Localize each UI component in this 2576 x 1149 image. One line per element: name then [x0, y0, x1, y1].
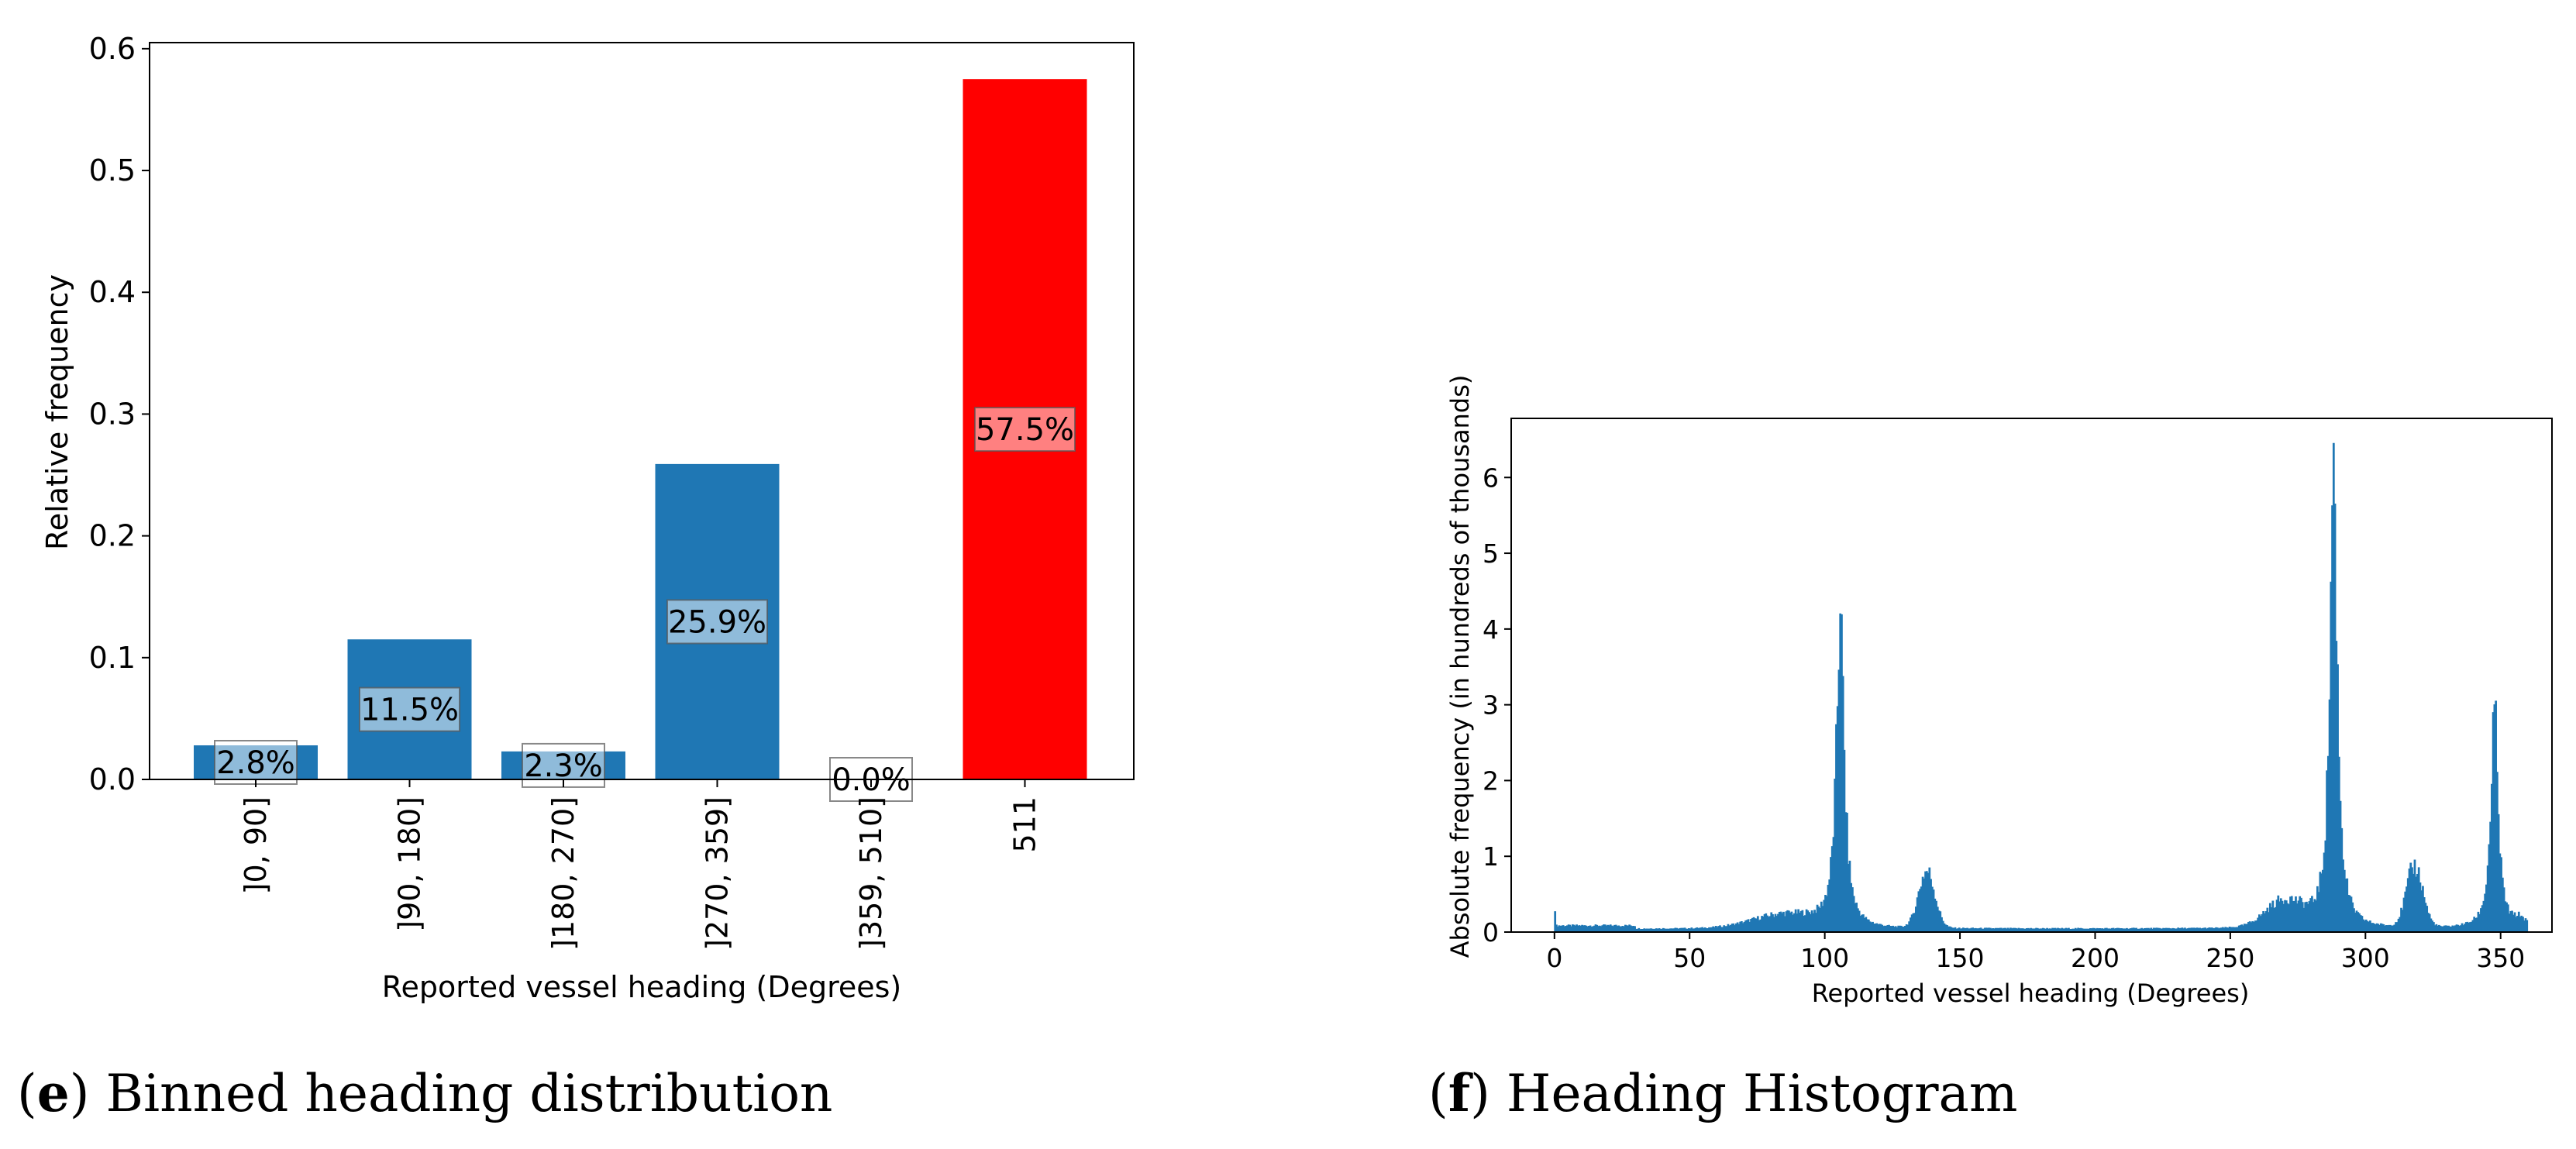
x-tick-label: 50 — [1673, 943, 1706, 973]
data-label: 57.5% — [976, 412, 1074, 448]
heading-histogram-chart: 0 1 2 3 4 5 6 0 50 100 150 200 250 300 350 Reported v… — [1445, 375, 2553, 1008]
caption-letter: f — [1448, 1063, 1473, 1123]
y-tick-label: 0.5 — [89, 153, 136, 187]
svg-text:(e) Binned heading distributio: (e) Binned heading distribution — [17, 1063, 832, 1123]
y-tick-label: 1 — [1483, 841, 1499, 872]
data-label: 2.3% — [524, 748, 603, 784]
x-tick-label: 511 — [1008, 796, 1042, 853]
y-tick-label: 0 — [1483, 917, 1499, 948]
y-tick-label: 2 — [1483, 765, 1499, 796]
x-axis-label: Reported vessel heading (Degrees) — [382, 970, 902, 1004]
x-axis-label: Reported vessel heading (Degrees) — [1812, 979, 2250, 1008]
y-tick-label: 0.1 — [89, 641, 136, 675]
y-tick-label: 6 — [1483, 463, 1499, 493]
x-tick-label: 100 — [1800, 943, 1849, 973]
caption-text: Heading Histogram — [1507, 1064, 2018, 1123]
plot-frame — [1510, 418, 2553, 933]
y-tick-label: 5 — [1483, 538, 1499, 569]
x-tick-label: ]180, 270] — [546, 796, 580, 951]
x-tick-label: 0 — [1546, 943, 1562, 973]
x-tick-label: ]90, 180] — [393, 796, 427, 932]
data-label: 2.8% — [216, 745, 295, 781]
x-tick-label: 250 — [2206, 943, 2254, 973]
plot-frame — [149, 42, 1135, 780]
data-label-box — [359, 686, 460, 732]
data-label: 25.9% — [668, 604, 766, 640]
y-tick-label: 0.6 — [89, 32, 136, 66]
caption-f: (f) Heading Histogram — [1428, 1063, 2017, 1123]
y-tick-label: 0.3 — [89, 397, 136, 431]
data-label-box — [666, 599, 768, 645]
caption-e: (e) Binned heading distribution — [17, 1063, 832, 1123]
x-tick-label: 200 — [2071, 943, 2120, 973]
data-label: 11.5% — [360, 693, 459, 728]
x-tick-label: 150 — [1936, 943, 1985, 973]
y-axis-label: Relative frequency — [40, 274, 74, 550]
y-tick-label: 0.0 — [89, 762, 136, 796]
svg-text:(f) Heading Histogram: (f) Heading Histogram — [1428, 1063, 2017, 1123]
histogram-bars — [1554, 442, 2529, 933]
y-tick-label: 0.2 — [89, 519, 136, 553]
y-tick-label: 4 — [1483, 614, 1499, 645]
y-tick-label: 3 — [1483, 690, 1499, 721]
x-tick-label: 350 — [2476, 943, 2525, 973]
x-tick-label: ]359, 510] — [854, 796, 888, 951]
x-tick-label: ]270, 359] — [701, 796, 735, 951]
y-tick-label: 0.4 — [89, 275, 136, 309]
x-tick-label: ]0, 90] — [239, 796, 273, 894]
x-tick-label: 300 — [2341, 943, 2390, 973]
caption-letter: e — [37, 1063, 70, 1123]
y-axis-label: Absolute frequency (in hundreds of thous… — [1445, 375, 1475, 958]
data-label-box — [974, 407, 1076, 452]
caption-text: Binned heading distribution — [105, 1064, 832, 1123]
binned-heading-chart: 2.8%11.5%2.3%25.9%0.0%57.5% 0.00.10.20.3… — [40, 32, 1135, 1004]
data-label-box — [214, 739, 298, 785]
